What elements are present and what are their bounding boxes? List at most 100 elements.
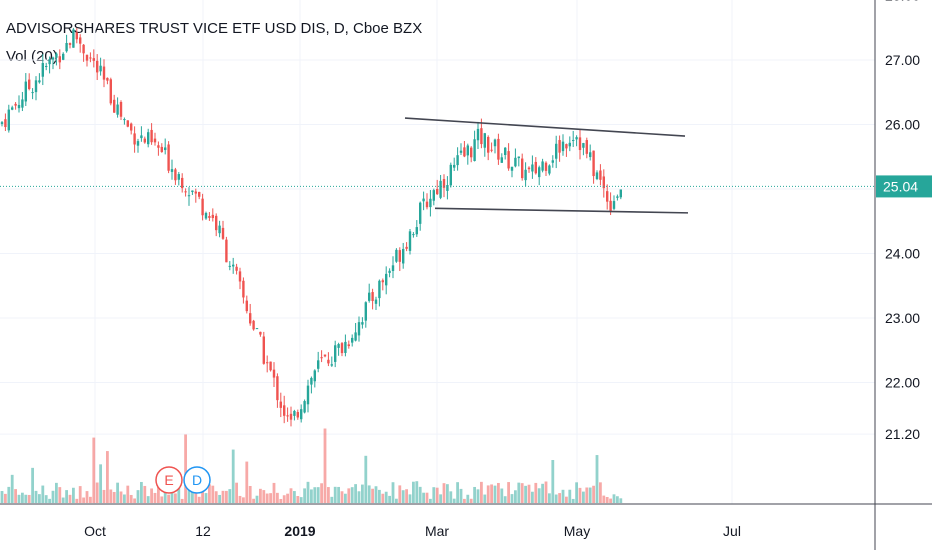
candle-body <box>419 202 422 224</box>
candle-body <box>531 164 534 172</box>
volume-bar <box>34 490 38 503</box>
volume-bar <box>150 488 153 503</box>
candle-body <box>381 280 384 283</box>
volume-bar <box>289 488 293 503</box>
chart-title: ADVISORSHARES TRUST VICE ETF USD DIS, D,… <box>6 20 423 37</box>
trendline-upper[interactable] <box>404 117 686 137</box>
candle-body <box>228 265 231 267</box>
dividend-event-icon[interactable] <box>183 466 211 494</box>
volume-bar <box>616 496 619 503</box>
candle-body <box>340 343 344 354</box>
volume-bar <box>514 490 517 503</box>
candle-body <box>480 128 483 145</box>
volume-bar <box>218 494 221 503</box>
volume-bar <box>228 489 232 503</box>
candle-body <box>323 354 327 357</box>
candle-body <box>106 77 109 81</box>
candle-body <box>456 155 459 166</box>
candle-body <box>602 176 605 189</box>
candle-body <box>99 65 102 72</box>
candle-body <box>14 103 17 106</box>
volume-bar <box>170 487 174 503</box>
chart-grid <box>0 0 875 504</box>
volume-bar <box>578 487 582 503</box>
volume-bar <box>320 483 323 503</box>
candle-body <box>453 164 456 168</box>
volume-bar <box>595 455 599 503</box>
candle-body <box>578 137 582 151</box>
volume-bar <box>296 496 300 503</box>
candle-body <box>575 137 578 140</box>
earnings-event-icon[interactable] <box>155 466 183 494</box>
time-axis[interactable]: Oct 12 2019 Mar May Jul <box>84 523 741 539</box>
candle-body <box>548 165 551 174</box>
candle-body <box>201 198 204 216</box>
volume-bar <box>442 483 446 503</box>
volume-bar <box>129 494 133 503</box>
volume-bar <box>330 496 334 503</box>
candle-body <box>55 53 58 58</box>
volume-bar <box>24 494 28 503</box>
volume-bar <box>82 497 85 503</box>
candle-body <box>262 336 265 364</box>
trendline-lower[interactable] <box>434 207 689 214</box>
volume-bar <box>531 491 534 503</box>
price-axis[interactable]: 28.0027.0026.0025.0024.0023.0022.0021.20… <box>876 0 932 442</box>
volume-bar <box>272 482 276 503</box>
candle-body <box>133 133 136 145</box>
price-tick-label: 23.00 <box>885 310 920 326</box>
volume-bar <box>163 483 167 503</box>
volume-bar <box>177 487 181 503</box>
volume-bar <box>476 489 480 503</box>
volume-bar <box>503 496 507 503</box>
volume-bar <box>548 493 551 503</box>
volume-bar <box>21 492 24 503</box>
candle-body <box>398 250 401 262</box>
candle-body <box>157 145 160 148</box>
volume-bar <box>483 494 487 503</box>
volume-bar <box>347 488 351 503</box>
time-tick-label: Jul <box>723 523 741 539</box>
time-tick-label: 2019 <box>284 523 315 539</box>
volume-bar <box>123 494 126 503</box>
candle-body <box>45 65 48 67</box>
candle-body <box>170 169 174 172</box>
candle-body <box>130 123 133 131</box>
volume-bar <box>500 488 504 503</box>
candle-body <box>164 147 167 151</box>
volume-bar <box>316 487 320 503</box>
price-tick-label: 28.00 <box>885 0 920 4</box>
volume-bar <box>221 490 225 503</box>
candle-body <box>473 139 476 162</box>
last-price-badge <box>876 175 932 198</box>
volume-bar <box>415 481 419 503</box>
volume-bar <box>51 490 55 503</box>
candle-body <box>31 92 34 94</box>
volume-bar <box>452 498 456 503</box>
candle-body <box>558 140 561 153</box>
volume-bar <box>157 485 160 503</box>
volume-bar <box>140 481 143 503</box>
volume-bar <box>235 482 238 503</box>
candle-body <box>534 161 537 174</box>
volume-indicator-label[interactable]: Vol (20) <box>6 48 58 65</box>
volume-bar <box>4 493 7 503</box>
candle-body <box>296 412 299 418</box>
candle-body <box>51 57 55 60</box>
trendlines[interactable] <box>404 117 689 214</box>
volume-bar <box>112 491 116 503</box>
candle-body <box>147 132 150 145</box>
candle-body <box>225 239 228 263</box>
volume-bar <box>231 449 235 503</box>
candle-body <box>541 161 544 171</box>
volume-bar <box>269 493 272 503</box>
volume-bar <box>126 485 130 503</box>
candle-body <box>595 172 599 180</box>
volume-bar <box>136 490 140 503</box>
candle-body <box>75 32 78 40</box>
candle-body <box>517 156 520 159</box>
candle-body <box>89 57 92 59</box>
candle-body <box>245 300 248 312</box>
